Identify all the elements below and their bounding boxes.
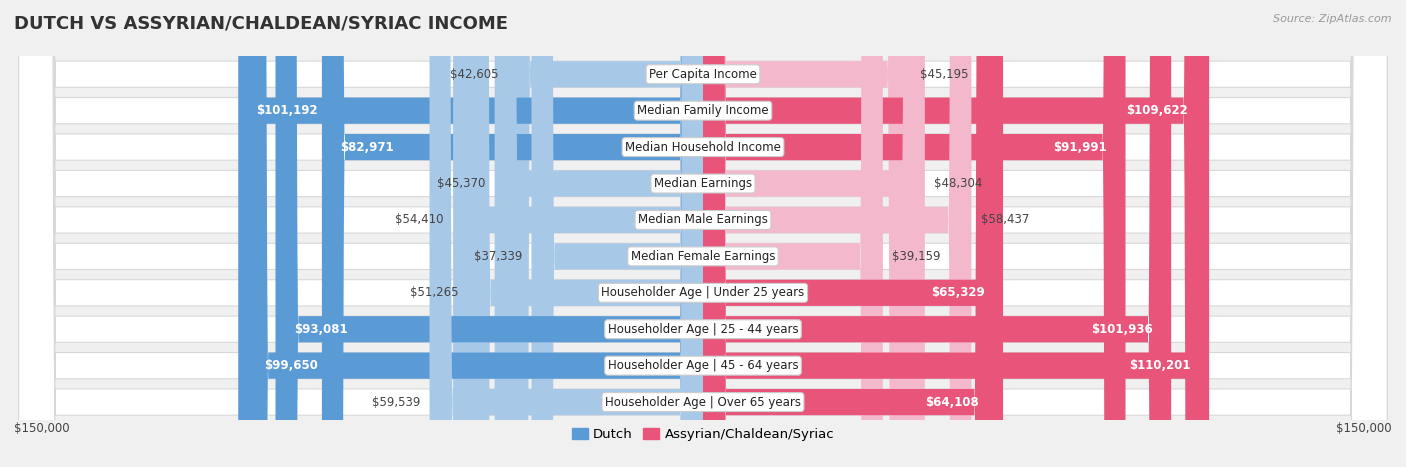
- FancyBboxPatch shape: [18, 0, 1388, 467]
- FancyBboxPatch shape: [18, 0, 1388, 467]
- FancyBboxPatch shape: [18, 0, 1388, 467]
- Text: $51,265: $51,265: [411, 286, 458, 299]
- Text: $54,410: $54,410: [395, 213, 444, 226]
- FancyBboxPatch shape: [703, 0, 925, 467]
- Text: $109,622: $109,622: [1126, 104, 1188, 117]
- Text: Householder Age | Under 25 years: Householder Age | Under 25 years: [602, 286, 804, 299]
- FancyBboxPatch shape: [703, 0, 1209, 467]
- Text: Householder Age | 45 - 64 years: Householder Age | 45 - 64 years: [607, 359, 799, 372]
- Text: Median Earnings: Median Earnings: [654, 177, 752, 190]
- FancyBboxPatch shape: [703, 0, 911, 467]
- Text: Median Household Income: Median Household Income: [626, 141, 780, 154]
- Text: $150,000: $150,000: [14, 422, 70, 435]
- FancyBboxPatch shape: [18, 0, 1388, 467]
- FancyBboxPatch shape: [18, 0, 1388, 467]
- Text: $110,201: $110,201: [1129, 359, 1191, 372]
- Text: $39,159: $39,159: [891, 250, 941, 263]
- Text: $45,370: $45,370: [437, 177, 485, 190]
- Text: $37,339: $37,339: [474, 250, 522, 263]
- FancyBboxPatch shape: [453, 0, 703, 467]
- Text: $99,650: $99,650: [264, 359, 318, 372]
- Text: $58,437: $58,437: [980, 213, 1029, 226]
- Text: $101,192: $101,192: [257, 104, 318, 117]
- FancyBboxPatch shape: [703, 0, 1171, 467]
- FancyBboxPatch shape: [322, 0, 703, 467]
- Text: $150,000: $150,000: [1336, 422, 1392, 435]
- Text: $59,539: $59,539: [373, 396, 420, 409]
- FancyBboxPatch shape: [18, 0, 1388, 467]
- Text: DUTCH VS ASSYRIAN/CHALDEAN/SYRIAC INCOME: DUTCH VS ASSYRIAN/CHALDEAN/SYRIAC INCOME: [14, 14, 508, 32]
- FancyBboxPatch shape: [703, 0, 997, 467]
- Text: $64,108: $64,108: [925, 396, 979, 409]
- Legend: Dutch, Assyrian/Chaldean/Syriac: Dutch, Assyrian/Chaldean/Syriac: [567, 423, 839, 446]
- Text: $82,971: $82,971: [340, 141, 394, 154]
- FancyBboxPatch shape: [703, 0, 1126, 467]
- FancyBboxPatch shape: [276, 0, 703, 467]
- FancyBboxPatch shape: [18, 0, 1388, 467]
- FancyBboxPatch shape: [18, 0, 1388, 467]
- FancyBboxPatch shape: [18, 0, 1388, 467]
- Text: Source: ZipAtlas.com: Source: ZipAtlas.com: [1274, 14, 1392, 24]
- FancyBboxPatch shape: [430, 0, 703, 467]
- FancyBboxPatch shape: [703, 0, 1002, 467]
- FancyBboxPatch shape: [508, 0, 703, 467]
- Text: $91,991: $91,991: [1053, 141, 1107, 154]
- Text: $93,081: $93,081: [294, 323, 347, 336]
- FancyBboxPatch shape: [495, 0, 703, 467]
- Text: Median Female Earnings: Median Female Earnings: [631, 250, 775, 263]
- Text: Householder Age | Over 65 years: Householder Age | Over 65 years: [605, 396, 801, 409]
- Text: $42,605: $42,605: [450, 68, 498, 81]
- FancyBboxPatch shape: [468, 0, 703, 467]
- Text: $45,195: $45,195: [920, 68, 969, 81]
- FancyBboxPatch shape: [18, 0, 1388, 467]
- Text: $101,936: $101,936: [1091, 323, 1153, 336]
- Text: $65,329: $65,329: [931, 286, 984, 299]
- FancyBboxPatch shape: [703, 0, 972, 467]
- Text: Householder Age | 25 - 44 years: Householder Age | 25 - 44 years: [607, 323, 799, 336]
- Text: Median Family Income: Median Family Income: [637, 104, 769, 117]
- Text: $48,304: $48,304: [934, 177, 983, 190]
- FancyBboxPatch shape: [245, 0, 703, 467]
- Text: Per Capita Income: Per Capita Income: [650, 68, 756, 81]
- FancyBboxPatch shape: [703, 0, 883, 467]
- FancyBboxPatch shape: [238, 0, 703, 467]
- Text: Median Male Earnings: Median Male Earnings: [638, 213, 768, 226]
- FancyBboxPatch shape: [703, 0, 1206, 467]
- FancyBboxPatch shape: [531, 0, 703, 467]
